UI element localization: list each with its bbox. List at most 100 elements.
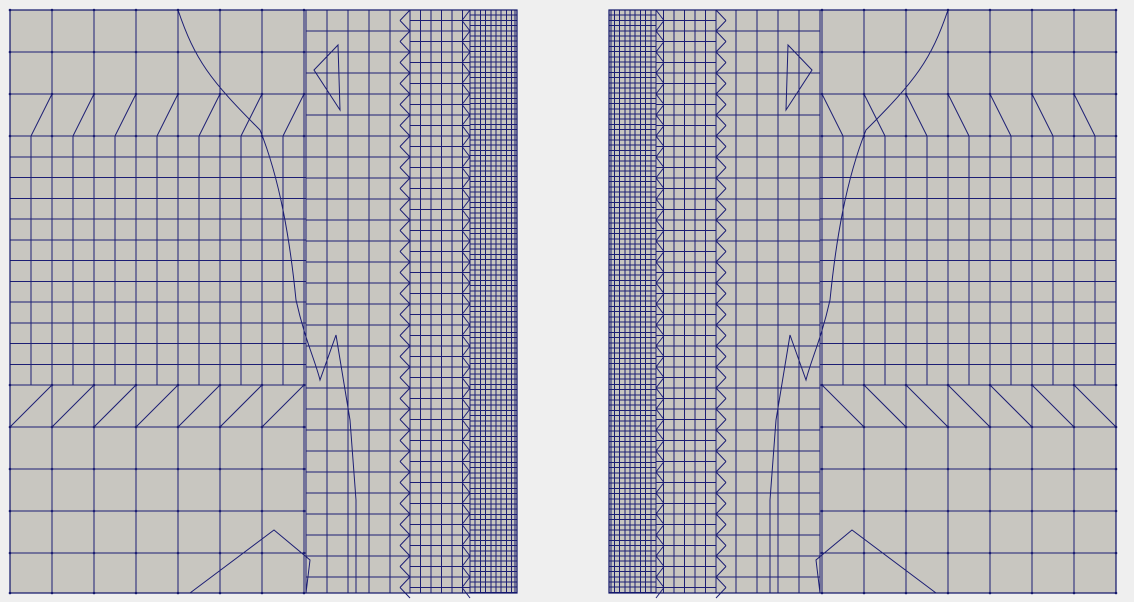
mesh-diagonal <box>399 534 411 546</box>
mesh-diagonal <box>72 93 95 137</box>
mesh-diagonal <box>461 524 471 536</box>
mesh-diagonal <box>399 104 411 116</box>
mesh-diagonal <box>461 471 471 483</box>
mesh-diagonal <box>715 419 727 431</box>
mesh-diagonal <box>399 251 411 263</box>
mesh-diagonal <box>655 219 665 231</box>
mesh-diagonal <box>715 503 727 515</box>
mesh-diagonal <box>715 545 727 557</box>
mesh-diagonal <box>655 335 665 347</box>
mesh-diagonal <box>461 345 471 357</box>
mesh-diagonal <box>399 146 411 158</box>
mesh-node <box>862 50 866 54</box>
mesh-node <box>302 467 306 471</box>
mesh-node <box>302 551 306 555</box>
mesh-diagonal <box>655 408 665 420</box>
right-mesh-panel <box>608 8 1118 599</box>
mesh-diagonal <box>399 230 411 242</box>
mesh-diagonal <box>655 209 665 221</box>
mesh-diagonal <box>399 209 411 221</box>
mesh-diagonal <box>399 482 411 494</box>
mesh-node <box>92 551 96 555</box>
mesh-diagonal <box>715 30 727 42</box>
mesh-diagonal <box>399 450 411 462</box>
mesh-diagonal <box>399 30 411 42</box>
interface-tail <box>815 529 937 594</box>
mesh-node <box>946 383 950 387</box>
mesh-diagonal <box>177 384 221 428</box>
mesh-diagonal <box>461 387 471 399</box>
mesh-diagonal <box>715 20 727 32</box>
mesh-diagonal <box>461 513 471 525</box>
mesh-diagonal <box>715 261 727 273</box>
mesh-node <box>260 383 264 387</box>
mesh-diagonal <box>399 324 411 336</box>
mesh-diagonal <box>715 167 727 179</box>
mesh-node <box>820 509 824 513</box>
mesh-node <box>302 383 306 387</box>
mesh-diagonal <box>461 146 471 158</box>
mesh-node <box>218 551 222 555</box>
mesh-node <box>134 509 138 513</box>
mesh-diagonal <box>399 9 411 21</box>
mesh-diagonal <box>655 167 665 179</box>
mesh-diagonal <box>399 471 411 483</box>
mesh-diagonal <box>461 30 471 42</box>
mesh-diagonal <box>715 251 727 263</box>
mesh-node <box>134 467 138 471</box>
mesh-node <box>302 92 306 96</box>
mesh-diagonal <box>715 303 727 315</box>
mesh-diagonal <box>715 513 727 525</box>
mesh-node <box>820 467 824 471</box>
mesh-diagonal <box>399 513 411 525</box>
right-mesh-diagonals <box>655 9 1117 599</box>
mesh-diagonal <box>198 93 221 137</box>
mesh-diagonal <box>655 303 665 315</box>
mesh-diagonal <box>399 503 411 515</box>
mesh-diagonal <box>655 72 665 84</box>
mesh-diagonal <box>655 387 665 399</box>
mesh-diagonal <box>821 93 844 137</box>
mesh-node <box>988 50 992 54</box>
mesh-diagonal <box>655 366 665 378</box>
mesh-diagonal <box>655 293 665 305</box>
mesh-diagonal <box>715 41 727 53</box>
mesh-diagonal <box>989 93 1012 137</box>
mesh-diagonal <box>655 576 665 588</box>
mesh-node <box>946 509 950 513</box>
mesh-node <box>302 134 306 138</box>
mesh-diagonal <box>655 398 665 410</box>
mesh-diagonal <box>655 345 665 357</box>
mesh-node <box>218 50 222 54</box>
mesh-diagonal <box>655 30 665 42</box>
mesh-node <box>176 134 180 138</box>
mesh-diagonal <box>461 282 471 294</box>
mesh-node <box>92 50 96 54</box>
mesh-node <box>820 50 824 54</box>
mesh-diagonal <box>905 93 928 137</box>
mesh-diagonal <box>399 492 411 504</box>
mesh-diagonal <box>715 377 727 389</box>
mesh-diagonal <box>715 534 727 546</box>
mesh-diagonal <box>114 93 137 137</box>
mesh-node <box>50 134 54 138</box>
mesh-diagonal <box>655 545 665 557</box>
mesh-diagonal <box>399 345 411 357</box>
right-mesh-boundary <box>608 9 1117 594</box>
mesh-diagonal <box>51 384 95 428</box>
mesh-diagonal <box>399 419 411 431</box>
mesh-diagonal <box>863 384 907 428</box>
mesh-diagonal <box>399 408 411 420</box>
mesh-node <box>260 509 264 513</box>
mesh-node <box>862 509 866 513</box>
mesh-diagonal <box>715 156 727 168</box>
mesh-node <box>988 383 992 387</box>
mesh-node <box>302 509 306 513</box>
mesh-node <box>260 467 264 471</box>
mesh-diagonal <box>461 240 471 252</box>
mesh-node <box>218 467 222 471</box>
mesh-diagonal <box>715 198 727 210</box>
mesh-diagonal <box>715 345 727 357</box>
mesh-diagonal <box>461 72 471 84</box>
